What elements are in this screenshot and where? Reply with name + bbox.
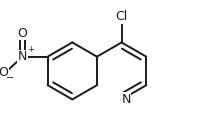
Text: O: O [0, 66, 9, 79]
Text: N: N [18, 50, 27, 63]
Text: +: + [27, 45, 34, 54]
Text: O: O [18, 27, 28, 40]
Text: Cl: Cl [116, 10, 128, 23]
Text: N: N [121, 93, 131, 106]
Text: −: − [6, 73, 14, 83]
